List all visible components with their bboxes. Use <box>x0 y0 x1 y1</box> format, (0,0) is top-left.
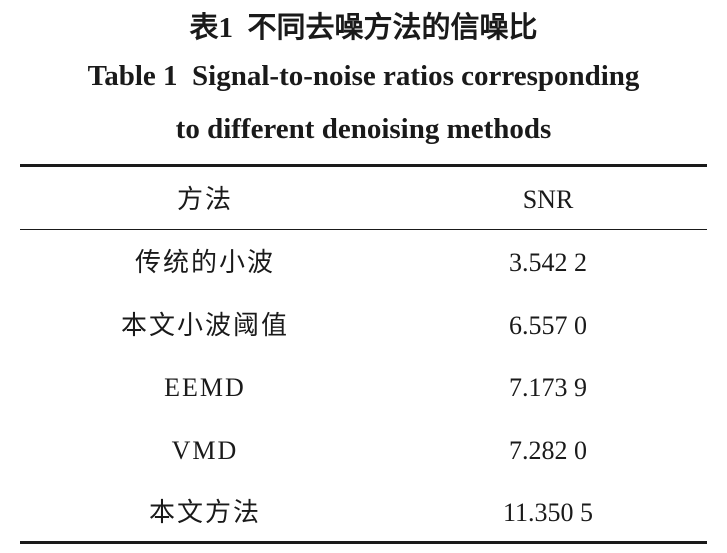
bottom-rule <box>20 541 707 544</box>
header-cell: SNR <box>522 185 574 214</box>
header-cell: 方法 <box>176 185 233 214</box>
table-cell: 6.557 0 <box>509 310 587 340</box>
table-cell: 3.542 2 <box>509 248 587 277</box>
table-cell: VMD <box>171 435 239 465</box>
caption-en: Table 1 Signal-to-noise ratios correspon… <box>87 60 640 92</box>
top-rule <box>20 164 707 167</box>
caption-en: to different denoising methods <box>175 113 552 145</box>
table-cell: 7.173 9 <box>509 373 587 402</box>
table-cell: 11.350 5 <box>502 498 594 527</box>
table-cell: 本文小波阈值 <box>120 310 289 340</box>
table-cell: EEMD <box>164 373 246 402</box>
caption-cn: 表1 不同去噪方法的信噪比 <box>189 12 538 44</box>
mid-rule <box>20 229 707 230</box>
table-cell: 传统的小波 <box>134 248 275 277</box>
table-cell: 本文方法 <box>148 498 261 527</box>
table-cell: 7.282 0 <box>509 435 587 465</box>
